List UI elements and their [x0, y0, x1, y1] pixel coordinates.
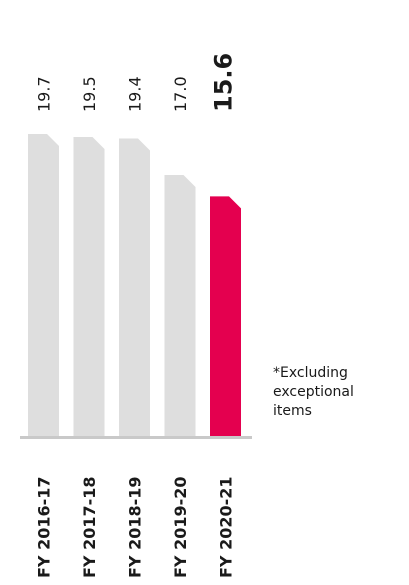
category-label: FY 2018-19 — [126, 476, 145, 578]
bar-fy-2019-20 — [164, 175, 196, 437]
bar-fy-2018-19 — [119, 138, 150, 436]
value-label: 19.7 — [35, 76, 54, 112]
baseline — [20, 436, 252, 439]
category-label: FY 2020-21 — [217, 476, 236, 578]
category-label: FY 2017-18 — [80, 476, 99, 578]
value-label: 19.4 — [126, 76, 145, 112]
footnote: *Excluding exceptional items — [273, 365, 354, 419]
value-label: 19.5 — [80, 76, 99, 112]
category-label: FY 2019-20 — [171, 476, 190, 578]
category-label: FY 2016-17 — [35, 476, 54, 578]
value-label: 17.0 — [171, 76, 190, 112]
bar-fy-2017-18 — [73, 137, 105, 437]
bar-fy-2016-17 — [28, 134, 59, 436]
bar-fy-2020-21 — [210, 196, 241, 436]
value-label: 15.6 — [210, 53, 238, 112]
